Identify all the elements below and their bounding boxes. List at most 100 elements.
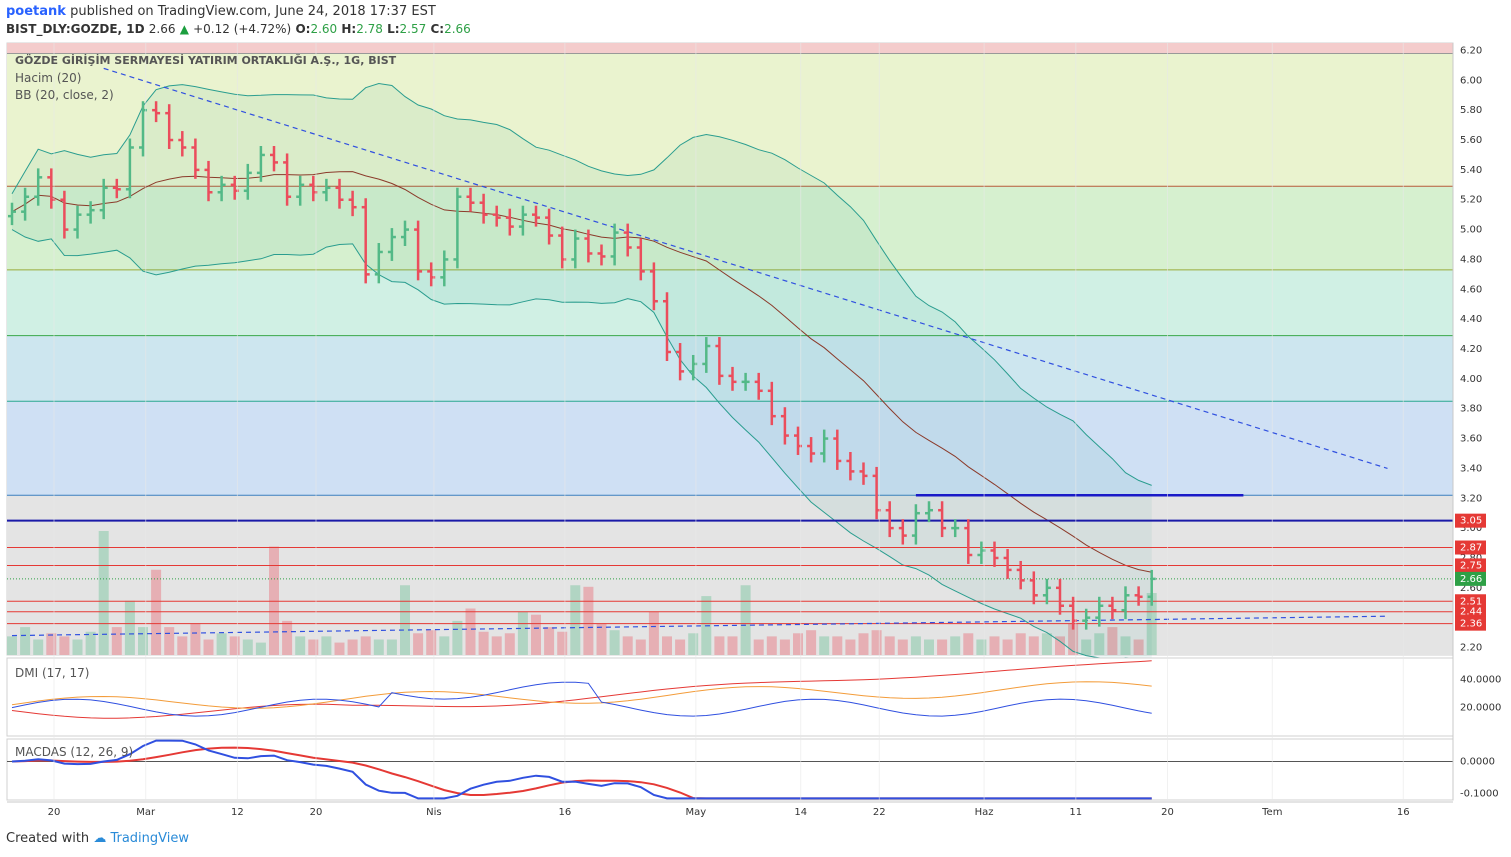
volume-bar xyxy=(1041,633,1052,655)
ohlc-bar xyxy=(859,462,868,485)
ohlc-bar xyxy=(1095,596,1104,627)
volume-bar xyxy=(622,636,633,655)
price-tick-label: 4.00 xyxy=(1460,374,1482,385)
volume-bar xyxy=(491,636,502,655)
volume-bar xyxy=(478,631,489,655)
ohlc-bar xyxy=(152,101,161,123)
volume-bar xyxy=(85,631,96,655)
volume-bar xyxy=(190,624,201,655)
ohlc-bar xyxy=(676,343,685,381)
time-tick-label: 16 xyxy=(559,807,572,818)
tradingview-link[interactable]: TradingView xyxy=(110,831,189,846)
ohlc-bar xyxy=(453,187,462,269)
time-tick-label: 14 xyxy=(794,807,807,818)
ohlc-bar xyxy=(636,238,645,281)
price-tag-label: 2.87 xyxy=(1460,543,1482,554)
price-tick-label: 3.80 xyxy=(1460,404,1482,415)
bb-label[interactable]: BB (20, close, 2) xyxy=(15,88,114,102)
volume-bar xyxy=(871,630,882,655)
ohlc-bar xyxy=(191,138,200,179)
author-link[interactable]: poetank xyxy=(6,4,66,19)
volume-bar xyxy=(950,636,961,655)
volume-bar xyxy=(20,627,31,655)
ohlc-bar xyxy=(885,501,894,538)
last-price-tag-label: 2.66 xyxy=(1460,574,1482,585)
ohlc-bar xyxy=(256,145,265,182)
price-tag-label: 2.44 xyxy=(1460,607,1482,618)
ohlc-bar xyxy=(427,262,436,287)
fib-background xyxy=(6,42,1454,656)
ohlc-bar xyxy=(335,178,344,209)
volume-bar xyxy=(766,636,777,655)
volume-bar xyxy=(269,546,279,655)
dmi-pane: 40.0000 20.0000 xyxy=(6,657,1501,737)
volume-bar xyxy=(727,636,738,655)
macd-label[interactable]: MACDAS (12, 26, 9) xyxy=(15,745,133,759)
fib-zone xyxy=(7,401,1453,496)
minus-di-line xyxy=(11,681,1152,709)
macd-line xyxy=(11,739,1152,800)
ohlc-bar xyxy=(440,250,449,287)
ohlc-bar xyxy=(1016,560,1025,590)
price-tag: 2.75 xyxy=(1455,558,1486,573)
volume-label[interactable]: Hacim (20) xyxy=(15,71,81,85)
last-price-tag-bg xyxy=(1455,571,1486,586)
ohlc-bar xyxy=(1134,586,1143,606)
close-value: 2.66 xyxy=(444,22,471,36)
volume-bar xyxy=(59,636,70,655)
price-tick-label: 3.00 xyxy=(1460,523,1482,534)
ohlc-bar xyxy=(898,519,907,545)
last-price-tag: 2.66 xyxy=(1455,571,1486,586)
ohlc-bar xyxy=(139,101,147,157)
price-tick-label: 4.40 xyxy=(1460,314,1482,325)
time-tick-label: Mar xyxy=(136,807,156,818)
last-price-text: 2.66 xyxy=(148,22,176,36)
ohlc-bar xyxy=(649,262,658,311)
price-tag-bg xyxy=(1455,540,1486,555)
volume-bar xyxy=(845,639,856,655)
volume-bar xyxy=(255,642,266,655)
ohlc-bar xyxy=(309,175,318,202)
ohlc-bar xyxy=(728,366,737,391)
high-label: H: xyxy=(341,22,357,36)
volume-bar xyxy=(360,636,371,655)
time-tick-label: 22 xyxy=(873,807,886,818)
time-axis: 20 Mar 12 20 Nis 16 May 14 22 Haz 11 20 Tem 16 xyxy=(7,43,1453,818)
volume-bar xyxy=(1107,627,1118,655)
volume-bar xyxy=(1015,633,1026,655)
price-tag: 2.87 xyxy=(1455,540,1486,555)
volume-bar xyxy=(937,639,948,655)
up-arrow-icon: ▲ xyxy=(179,22,189,36)
volume-bar xyxy=(688,633,699,655)
dmi-label[interactable]: DMI (17, 17) xyxy=(15,666,89,680)
volume-bar xyxy=(976,639,987,655)
ohlc-bar xyxy=(702,337,711,373)
volume-bar xyxy=(897,639,908,655)
low-label: L: xyxy=(387,22,400,36)
volume-bar xyxy=(662,636,672,655)
bb-lower-line xyxy=(11,229,1152,661)
volume-bar xyxy=(72,639,83,655)
ohlc-bar xyxy=(990,541,999,567)
time-tick-label: Nis xyxy=(426,807,441,818)
ohlc-bar xyxy=(741,372,750,391)
ohlc-bar xyxy=(780,407,789,445)
volume-bar xyxy=(1133,639,1144,655)
symbol-text: BIST_DLY:GOZDE, 1D xyxy=(6,22,145,36)
volume-bar xyxy=(1055,636,1065,655)
price-tag-bg xyxy=(1455,604,1486,619)
price-tick-label: 5.20 xyxy=(1460,195,1482,206)
chart-canvas[interactable]: 40.0000 20.0000 0.0000 -0.1000 6.20 6.00 5.8… xyxy=(0,40,1511,830)
time-tick-label: 12 xyxy=(231,807,244,818)
volume-bar xyxy=(714,636,725,655)
dmi-frame xyxy=(6,657,1454,737)
ohlc-bar xyxy=(99,178,108,220)
volume-bar xyxy=(753,639,764,655)
volume-bar xyxy=(413,633,424,655)
macd-tick-label: -0.1000 xyxy=(1460,789,1499,800)
time-tick-label: 20 xyxy=(48,807,61,818)
created-with-text: Created with xyxy=(6,831,90,846)
downtrend-line xyxy=(103,67,1388,469)
symbol-line: BIST_DLY:GOZDE, 1D 2.66 ▲ +0.12 (+4.72%)… xyxy=(6,22,471,36)
ohlc-bar xyxy=(47,168,56,209)
